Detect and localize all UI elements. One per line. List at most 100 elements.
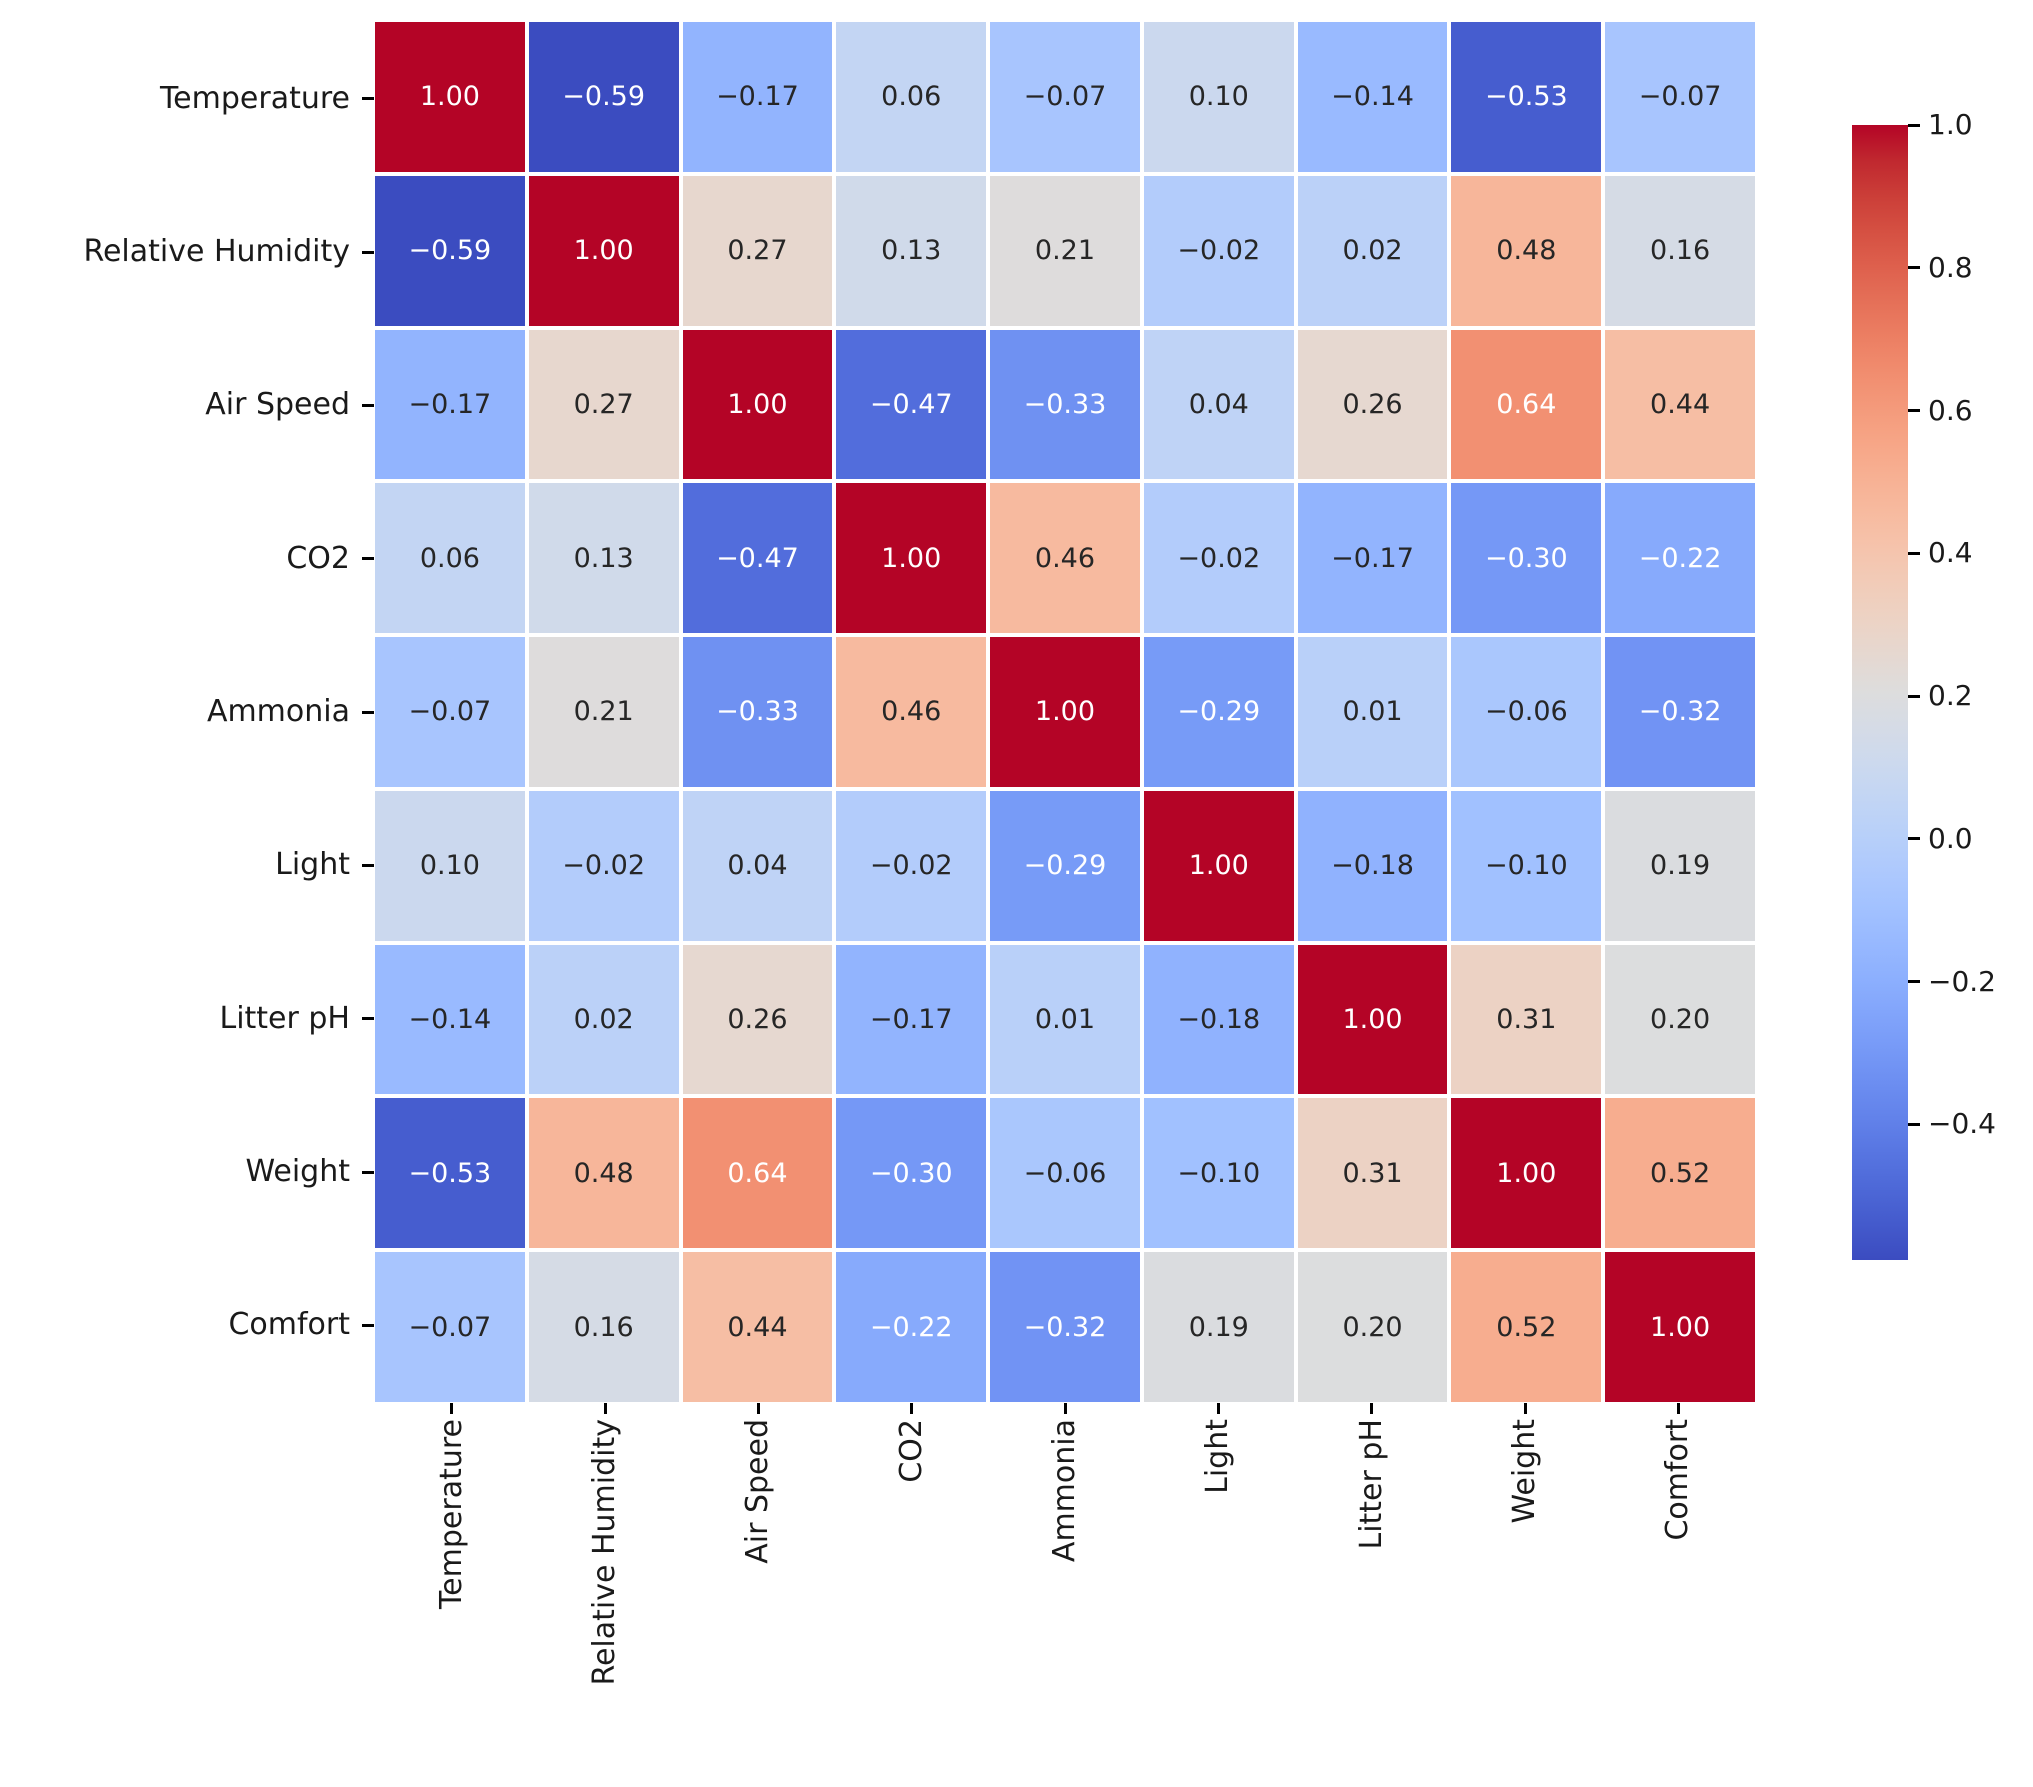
heatmap-cell: −0.10 bbox=[1143, 1098, 1294, 1249]
cell-value: −0.59 bbox=[562, 81, 646, 113]
cell-value: −0.06 bbox=[1484, 696, 1568, 728]
cell-value: 0.48 bbox=[573, 1157, 634, 1189]
cell-value: 0.27 bbox=[727, 235, 788, 267]
heatmap-cell: 0.44 bbox=[682, 1252, 833, 1402]
x-tick-label: Weight bbox=[1507, 1419, 1542, 1524]
cell-value: 1.00 bbox=[1496, 1157, 1557, 1189]
cell-value: 0.19 bbox=[1188, 1311, 1249, 1343]
cell-value: −0.53 bbox=[1484, 81, 1568, 113]
heatmap-cell: −0.33 bbox=[682, 637, 833, 787]
heatmap-cell: −0.32 bbox=[990, 1252, 1140, 1402]
heatmap-cell: 1.00 bbox=[1297, 944, 1448, 1095]
x-tick-mark bbox=[1063, 1403, 1067, 1414]
colorbar-tick-mark bbox=[1908, 837, 1920, 841]
heatmap-cell: 0.64 bbox=[682, 1098, 833, 1249]
cell-value: 0.19 bbox=[1650, 850, 1711, 882]
cell-value: 0.16 bbox=[1650, 235, 1711, 267]
heatmap-cell: −0.22 bbox=[836, 1252, 987, 1402]
heatmap-cell: 0.52 bbox=[1451, 1252, 1602, 1402]
y-tick-mark bbox=[362, 710, 374, 714]
colorbar-tick-label: 0.8 bbox=[1928, 250, 1973, 284]
cell-value: −0.07 bbox=[1638, 81, 1722, 113]
heatmap-cell: 0.13 bbox=[528, 483, 679, 634]
heatmap-cell: 0.19 bbox=[1605, 790, 1755, 941]
x-tick-label: Light bbox=[1200, 1419, 1236, 1494]
cell-value: −0.22 bbox=[1638, 542, 1722, 574]
cell-value: −0.59 bbox=[408, 235, 492, 267]
heatmap-cell: 0.06 bbox=[375, 483, 525, 634]
cell-value: −0.29 bbox=[1177, 696, 1261, 728]
colorbar-tick-mark bbox=[1908, 266, 1920, 270]
heatmap-cell: −0.14 bbox=[375, 944, 525, 1095]
heatmap-cell: 0.46 bbox=[990, 483, 1140, 634]
heatmap-cell: 0.10 bbox=[1143, 22, 1294, 172]
colorbar-gradient bbox=[1852, 125, 1908, 1260]
heatmap-cell: −0.10 bbox=[1451, 790, 1602, 941]
x-tick-label: Ammonia bbox=[1047, 1419, 1082, 1563]
cell-value: 0.52 bbox=[1650, 1157, 1711, 1189]
heatmap-cell: 0.27 bbox=[528, 329, 679, 480]
colorbar-tick-label: 1.0 bbox=[1928, 108, 1973, 141]
y-tick-mark bbox=[362, 1323, 374, 1327]
colorbar-tick-label: 0.2 bbox=[1928, 679, 1973, 713]
y-tick-label: Litter pH bbox=[219, 1000, 350, 1036]
heatmap-cell: 1.00 bbox=[375, 22, 525, 172]
y-tick-mark bbox=[362, 863, 374, 867]
heatmap-cell: −0.47 bbox=[836, 329, 987, 480]
heatmap-cell: 1.00 bbox=[1605, 1252, 1755, 1402]
heatmap-cell: −0.29 bbox=[1143, 637, 1294, 787]
cell-value: 0.16 bbox=[573, 1311, 634, 1343]
cell-value: 0.01 bbox=[1034, 1004, 1096, 1036]
cell-value: 1.00 bbox=[1188, 850, 1249, 882]
cell-value: −0.33 bbox=[716, 696, 799, 728]
cell-value: 0.13 bbox=[573, 542, 634, 574]
heatmap-cell: −0.02 bbox=[528, 790, 679, 941]
cell-value: 0.21 bbox=[1034, 235, 1096, 267]
heatmap-cell: 0.21 bbox=[990, 175, 1140, 326]
heatmap-cell: 0.04 bbox=[682, 790, 833, 941]
heatmap-cell: 0.02 bbox=[528, 944, 679, 1095]
colorbar-tick-mark bbox=[1908, 1122, 1920, 1126]
heatmap-cell: 0.06 bbox=[836, 22, 987, 172]
heatmap-grid: 1.00 −0.59 −0.17 0.06 −0.07 0.10 −0.14 −0.53 −0.… bbox=[375, 22, 1755, 1402]
heatmap-cell: −0.33 bbox=[990, 329, 1140, 480]
heatmap-cell: 0.20 bbox=[1605, 944, 1755, 1095]
cell-value: 0.04 bbox=[1188, 388, 1249, 420]
colorbar-tick-mark bbox=[1908, 409, 1920, 413]
y-tick-mark bbox=[362, 403, 374, 407]
cell-value: 0.04 bbox=[727, 850, 788, 882]
heatmap-cell: −0.32 bbox=[1605, 637, 1755, 787]
cell-value: 1.00 bbox=[1034, 696, 1096, 728]
x-tick-label: Air Speed bbox=[740, 1419, 776, 1564]
heatmap-cell: 0.27 bbox=[682, 175, 833, 326]
cell-value: −0.18 bbox=[1177, 1004, 1261, 1036]
heatmap-cell: 0.16 bbox=[1605, 175, 1755, 326]
heatmap-cell: −0.53 bbox=[1451, 22, 1602, 172]
cell-value: −0.10 bbox=[1484, 850, 1568, 882]
heatmap-cell: −0.17 bbox=[1297, 483, 1448, 634]
cell-value: 0.64 bbox=[727, 1157, 788, 1189]
cell-value: 0.46 bbox=[1034, 542, 1096, 574]
cell-value: −0.32 bbox=[1023, 1311, 1107, 1343]
cell-value: −0.07 bbox=[1023, 81, 1107, 113]
heatmap-cell: −0.29 bbox=[990, 790, 1140, 941]
heatmap-cell: 0.01 bbox=[990, 944, 1140, 1095]
heatmap-cell: −0.18 bbox=[1297, 790, 1448, 941]
heatmap-cell: −0.02 bbox=[836, 790, 987, 941]
y-tick-label: Ammonia bbox=[206, 694, 350, 729]
cell-value: −0.02 bbox=[562, 850, 646, 882]
y-tick-mark bbox=[362, 1170, 374, 1174]
heatmap-cell: 1.00 bbox=[1451, 1098, 1602, 1249]
heatmap-cell: 0.01 bbox=[1297, 637, 1448, 787]
heatmap-cell: 1.00 bbox=[1143, 790, 1294, 941]
heatmap-cell: 0.21 bbox=[528, 637, 679, 787]
heatmap-cell: −0.07 bbox=[375, 637, 525, 787]
heatmap-cell: 0.48 bbox=[1451, 175, 1602, 326]
heatmap-cell: −0.17 bbox=[836, 944, 987, 1095]
heatmap-cell: 0.31 bbox=[1297, 1098, 1448, 1249]
heatmap-cell: −0.02 bbox=[1143, 175, 1294, 326]
cell-value: 1.00 bbox=[1342, 1004, 1403, 1036]
cell-value: −0.07 bbox=[408, 696, 492, 728]
y-tick-label: Relative Humidity bbox=[83, 234, 350, 269]
colorbar-tick-mark bbox=[1908, 980, 1920, 984]
